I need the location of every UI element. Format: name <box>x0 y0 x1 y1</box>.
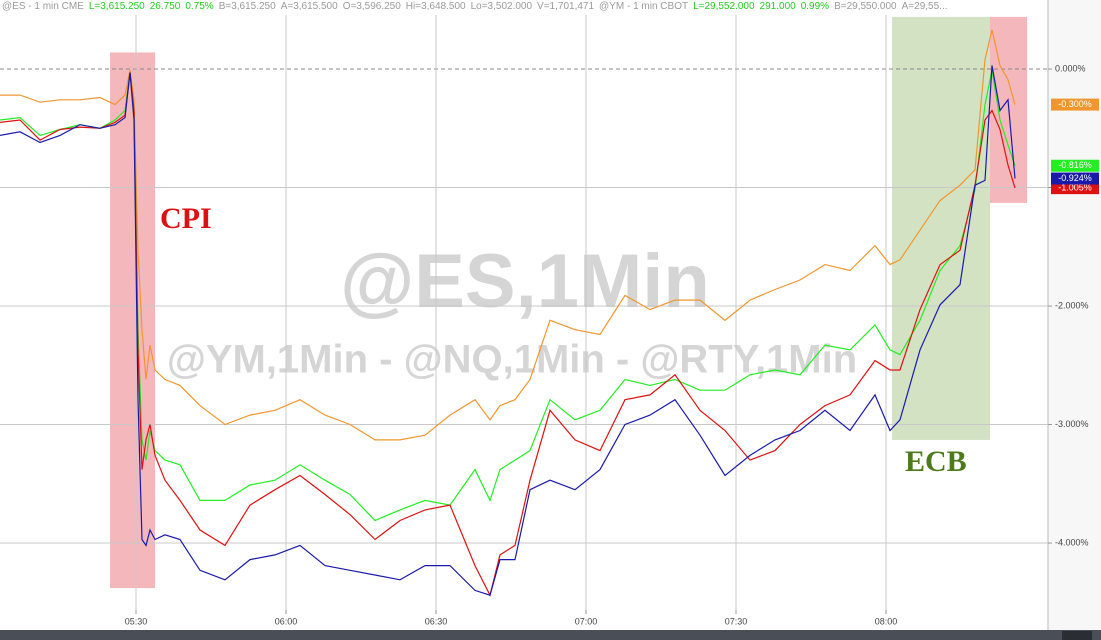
y-tick-label: 0.000% <box>1055 63 1086 73</box>
highlight-region <box>892 16 990 440</box>
x-tick-label: 08:00 <box>875 616 898 626</box>
header: @ES - 1 min CME L=3,615.250 26.750 0.75% B=3… <box>2 1 1046 12</box>
annotation: CPI <box>160 202 212 235</box>
last-value-label: -1.005% <box>1058 183 1092 193</box>
header-field: O=3,596.250 <box>342 1 401 12</box>
last-value-box <box>1051 98 1099 111</box>
header-field: Lo=3,502.000 <box>470 1 533 12</box>
header-field: V=1,701,471 <box>537 1 595 12</box>
y-tick-label: -3.000% <box>1055 419 1089 429</box>
header-field: 291.000 <box>759 1 796 12</box>
header-field: B=3,615.250 <box>218 1 276 12</box>
highlight-region <box>110 52 155 589</box>
header-field: @ES - 1 min CME <box>2 1 84 12</box>
scroll-handle[interactable] <box>1062 631 1092 640</box>
last-value-box <box>1051 172 1099 185</box>
y-tick-label: -2.000% <box>1055 300 1089 310</box>
series-line <box>0 65 1016 596</box>
last-value-label: -0.300% <box>1058 99 1092 109</box>
axis-panel <box>1048 0 1101 630</box>
x-tick-label: 06:30 <box>425 616 448 626</box>
header-field: L=29,552.000 <box>693 1 755 12</box>
header-field: 0.99% <box>800 1 830 12</box>
x-tick-label: 06:00 <box>275 616 298 626</box>
x-tick-label: 05:30 <box>125 616 148 626</box>
header-field: A=29,55... <box>901 1 948 12</box>
last-value-label: -0.924% <box>1058 173 1092 183</box>
header-field: 26.750 <box>149 1 181 12</box>
header-field: 0.75% <box>185 1 214 12</box>
header-field: Hi=3,648.500 <box>405 1 466 12</box>
y-tick-label: -4.000% <box>1055 537 1089 547</box>
bottom-bar <box>0 630 1101 640</box>
header-field: B=29,550.000 <box>834 1 897 12</box>
x-tick-label: 07:30 <box>725 616 748 626</box>
header-field: A=3,615.500 <box>280 1 338 12</box>
watermark: @ES,1Min <box>340 239 710 324</box>
watermark-sub: @YM,1Min - @NQ,1Min - @RTY,1Min <box>167 338 857 382</box>
header-field: L=3,615.250 <box>88 1 145 12</box>
x-tick-label: 07:00 <box>575 616 598 626</box>
annotation: ECB <box>905 445 967 478</box>
last-value-box <box>1051 182 1099 195</box>
header-field: @YM - 1 min CBOT <box>599 1 689 12</box>
last-value-box <box>1051 159 1099 172</box>
last-value-label: -0.816% <box>1058 160 1092 170</box>
series-line <box>0 29 1016 441</box>
